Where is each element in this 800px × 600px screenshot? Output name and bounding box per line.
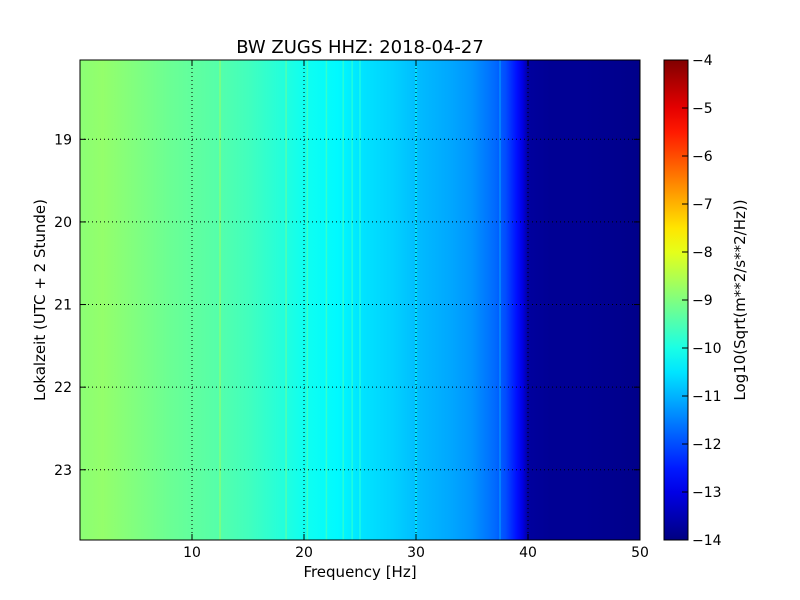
x-tick-label: 20 xyxy=(295,545,313,561)
colorbar-tick-label: −12 xyxy=(692,437,722,453)
y-tick-label: 22 xyxy=(54,380,72,396)
colorbar-tick-label: −9 xyxy=(692,293,713,309)
colorbar-label: Log10(Sqrt(m**2/s**2/Hz)) xyxy=(731,199,749,400)
y-axis-ticks: 19 20 21 22 23 xyxy=(54,132,640,479)
x-tick-label: 30 xyxy=(407,545,425,561)
colorbar-tick-label: −7 xyxy=(692,197,713,213)
colorbar-tick-label: −8 xyxy=(692,245,713,261)
x-tick-label: 10 xyxy=(183,545,201,561)
y-axis-label: Lokalzeit (UTC + 2 Stunde) xyxy=(31,199,49,401)
y-tick-label: 23 xyxy=(54,463,72,479)
y-tick-label: 20 xyxy=(54,215,72,231)
colorbar-tick-label: −6 xyxy=(692,149,713,165)
colorbar-tick-label: −10 xyxy=(692,341,722,357)
y-tick-label: 19 xyxy=(54,132,72,148)
grid-lines xyxy=(80,60,640,540)
colorbar-ticks: −4 −5 −6 −7 −8 −9 −10 −11 −12 −13 −14 xyxy=(682,53,722,549)
colorbar-tick-label: −11 xyxy=(692,389,722,405)
plot-frame xyxy=(79,59,641,541)
chart-title: BW ZUGS HHZ: 2018-04-27 xyxy=(236,37,484,58)
colorbar-tick-label: −13 xyxy=(692,485,722,501)
x-tick-label: 40 xyxy=(519,545,537,561)
x-axis-ticks: 10 20 30 40 50 xyxy=(183,60,649,561)
colorbar-tick-label: −4 xyxy=(692,53,713,69)
colorbar-tick-label: −14 xyxy=(692,533,722,549)
colorbar-tick-label: −5 xyxy=(692,101,713,117)
plot-area xyxy=(80,60,640,540)
y-tick-label: 21 xyxy=(54,298,72,314)
x-tick-label: 50 xyxy=(631,545,649,561)
x-axis-label: Frequency [Hz] xyxy=(303,563,416,581)
